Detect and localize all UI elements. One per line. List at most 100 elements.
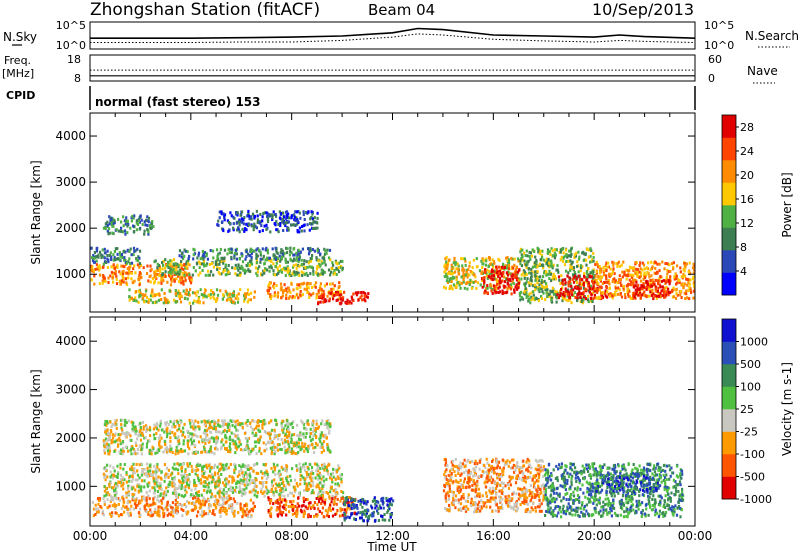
heatmap-cell bbox=[570, 290, 574, 294]
heatmap-cell bbox=[168, 480, 171, 484]
heatmap-cell bbox=[274, 472, 277, 476]
heatmap-cell bbox=[267, 441, 270, 445]
heatmap-cell bbox=[231, 490, 235, 494]
heatmap-cell bbox=[140, 452, 143, 456]
heatmap-cell bbox=[280, 465, 283, 469]
heatmap-cell bbox=[228, 251, 231, 254]
heatmap-cell bbox=[587, 294, 590, 298]
heatmap-cell bbox=[464, 263, 467, 267]
heatmap-cell bbox=[506, 273, 510, 277]
heatmap-cell bbox=[548, 265, 551, 269]
heatmap-cell bbox=[122, 280, 125, 284]
heatmap-cell bbox=[639, 267, 642, 271]
heatmap-cell bbox=[159, 484, 162, 488]
heatmap-cell bbox=[239, 504, 242, 508]
heatmap-cell bbox=[570, 286, 573, 290]
heatmap-cell bbox=[149, 298, 152, 302]
heatmap-cell bbox=[257, 440, 261, 444]
heatmap-cell bbox=[257, 438, 260, 442]
heatmap-cell bbox=[338, 297, 341, 300]
heatmap-cell bbox=[607, 265, 610, 269]
heatmap-cell bbox=[178, 272, 181, 276]
heatmap-cell bbox=[320, 433, 323, 437]
heatmap-cell bbox=[545, 282, 548, 286]
heatmap-cell bbox=[243, 431, 247, 435]
heatmap-cell bbox=[506, 259, 509, 263]
heatmap-cell bbox=[515, 271, 518, 275]
heatmap-cell bbox=[641, 285, 644, 288]
y-tick-label: 3000 bbox=[55, 175, 86, 189]
heatmap-cell bbox=[456, 262, 459, 266]
heatmap-cell bbox=[445, 260, 448, 264]
heatmap-cell bbox=[146, 482, 149, 486]
heatmap-cell bbox=[206, 489, 209, 493]
heatmap-cell bbox=[688, 297, 691, 301]
heatmap-cell bbox=[642, 277, 645, 281]
heatmap-cell bbox=[523, 282, 526, 286]
heatmap-cell bbox=[138, 444, 141, 448]
heatmap-cell bbox=[279, 282, 283, 286]
heatmap-cell bbox=[452, 271, 455, 275]
heatmap-cell bbox=[300, 419, 303, 423]
heatmap-cell bbox=[257, 428, 260, 432]
heatmap-cell bbox=[177, 443, 180, 447]
heatmap-cell bbox=[295, 263, 298, 267]
heatmap-cell bbox=[265, 211, 268, 215]
heatmap-cell bbox=[278, 483, 281, 487]
heatmap-cell bbox=[265, 485, 268, 489]
heatmap-cell bbox=[602, 273, 606, 277]
heatmap-cell bbox=[669, 279, 672, 283]
heatmap-cell bbox=[685, 292, 688, 296]
heatmap-cell bbox=[683, 262, 686, 265]
colorbar-segment bbox=[722, 205, 736, 228]
heatmap-cell bbox=[187, 486, 191, 490]
heatmap-cell bbox=[275, 490, 278, 494]
heatmap-cell bbox=[675, 277, 678, 280]
heatmap-cell bbox=[156, 490, 160, 493]
heatmap-cell bbox=[136, 473, 140, 477]
heatmap-cell bbox=[186, 464, 189, 468]
heatmap-cell bbox=[266, 289, 269, 293]
heatmap-cell bbox=[579, 264, 583, 268]
heatmap-cell bbox=[281, 267, 284, 271]
heatmap-cell bbox=[299, 478, 302, 482]
heatmap-cell bbox=[279, 222, 282, 225]
heatmap-cell bbox=[198, 479, 201, 482]
heatmap-cell bbox=[542, 258, 545, 262]
heatmap-cell bbox=[590, 258, 594, 262]
heatmap-cell bbox=[145, 218, 148, 222]
heatmap-cell bbox=[283, 441, 286, 445]
heatmap-cell bbox=[451, 276, 454, 280]
heatmap-cell bbox=[337, 477, 340, 480]
heatmap-cell bbox=[175, 267, 178, 271]
colorbar-label: Power [dB] bbox=[780, 172, 794, 237]
heatmap-cell bbox=[255, 261, 259, 264]
heatmap-cell bbox=[245, 250, 248, 254]
heatmap-cell bbox=[646, 271, 649, 274]
heatmap-cell bbox=[569, 281, 572, 285]
heatmap-cell bbox=[309, 246, 312, 250]
heatmap-cell bbox=[146, 215, 149, 219]
heatmap-cell bbox=[128, 250, 131, 253]
heatmap-cell bbox=[185, 260, 188, 264]
heatmap-cell bbox=[322, 440, 326, 444]
heatmap-cell bbox=[567, 284, 570, 288]
heatmap-cell bbox=[569, 268, 572, 272]
heatmap-cell bbox=[500, 274, 504, 278]
heatmap-cell bbox=[277, 291, 280, 295]
heatmap-cell bbox=[510, 292, 513, 296]
heatmap-cell bbox=[317, 484, 320, 488]
heatmap-cell bbox=[679, 266, 682, 270]
colorbar-tick-label: 12 bbox=[740, 217, 754, 230]
heatmap-cell bbox=[608, 272, 611, 276]
heatmap-cell bbox=[304, 435, 307, 439]
heatmap-cell bbox=[322, 255, 325, 259]
heatmap-cell bbox=[597, 276, 600, 280]
heatmap-cell bbox=[136, 263, 139, 267]
heatmap-cell bbox=[264, 267, 267, 271]
heatmap-cell bbox=[586, 278, 589, 282]
heatmap-cell bbox=[289, 273, 292, 277]
heatmap-cell bbox=[590, 293, 593, 297]
heatmap-cell bbox=[639, 296, 642, 300]
heatmap-cell bbox=[293, 270, 296, 274]
